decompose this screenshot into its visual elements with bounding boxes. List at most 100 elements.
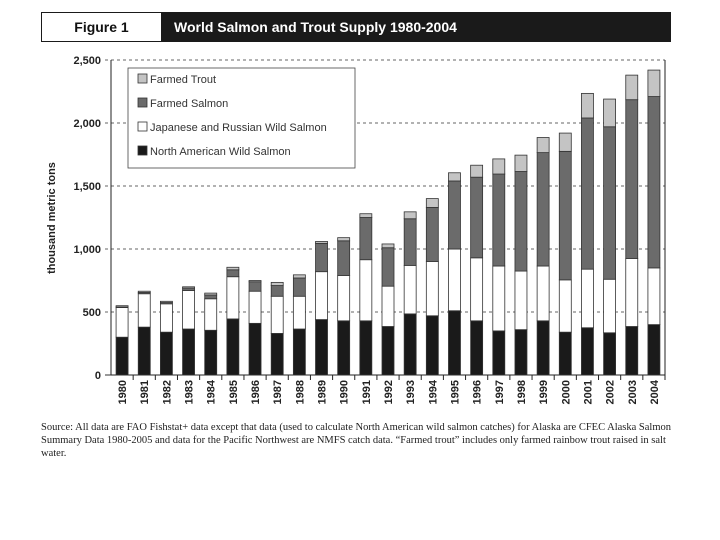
legend-box [127, 67, 356, 169]
legend-swatch [137, 73, 148, 84]
bar-segment [359, 217, 373, 261]
y-tick-label: 2,000 [73, 118, 101, 130]
bar-segment [226, 276, 240, 320]
bar-segment [270, 295, 284, 334]
bar-segment [159, 300, 173, 303]
bar-segment [603, 98, 616, 128]
bar-segment [403, 211, 417, 220]
bar-segment [514, 270, 528, 331]
bar-segment [625, 99, 639, 259]
stacked-bar-chart: 0 500 1,000 1,500 2,000 2,500 thousand metric … [46, 55, 666, 404]
x-tick-label: 1999 [538, 380, 550, 404]
bar-segment [558, 150, 572, 281]
bar-segment [226, 318, 240, 376]
x-tick-label: 1993 [405, 380, 417, 404]
bar-segment [159, 331, 173, 376]
bar-segment [270, 285, 284, 297]
bar-segment [226, 269, 240, 278]
bar-segment [204, 292, 218, 296]
bar-segment [359, 259, 373, 322]
x-tick-label: 1987 [272, 380, 284, 404]
x-tick-label: 1996 [472, 380, 484, 404]
bar-segment [603, 332, 616, 376]
bar-segment [536, 152, 550, 267]
legend-label: North American Wild Salmon [150, 146, 291, 158]
x-tick-label: 1997 [494, 380, 506, 404]
bar-segment [381, 285, 395, 327]
bar-segment [403, 264, 417, 315]
legend-label: Farmed Trout [150, 74, 216, 86]
x-tick-label: 1995 [449, 380, 461, 404]
bar-segment [337, 237, 351, 242]
bar-segment [270, 281, 284, 286]
y-tick-label: 2,500 [73, 55, 101, 67]
y-tick-label: 500 [83, 307, 101, 319]
bar-segment [603, 126, 616, 280]
bar-segment [536, 320, 550, 376]
bar-segment [425, 315, 439, 376]
bar-segment [248, 281, 262, 292]
bar-segment [425, 207, 439, 262]
bar-segment [470, 164, 484, 178]
bar-segment [292, 328, 306, 376]
bar-segment [647, 69, 661, 97]
x-tick-label: 1986 [250, 380, 262, 404]
bar-segment [581, 92, 594, 119]
bar-segment [581, 117, 594, 270]
source-note: Source: All data are FAO Fishstat+ data … [41, 422, 672, 459]
legend-swatch [137, 145, 148, 156]
bar-segment [448, 248, 461, 312]
bar-segment [115, 305, 129, 308]
bar-segment [182, 286, 195, 289]
x-tick-label: 1990 [339, 380, 351, 404]
x-tick-label: 2004 [649, 379, 661, 404]
bar-segment [581, 327, 594, 376]
bar-segment [558, 132, 572, 152]
bar-segment [337, 240, 351, 276]
bar-segment [359, 213, 373, 218]
bar-segment [536, 265, 550, 322]
bar-segment [470, 176, 484, 259]
x-tick-label: 1989 [317, 380, 329, 404]
bar-segment [448, 180, 461, 250]
x-tick-label: 1981 [139, 380, 151, 404]
bar-segment [204, 298, 218, 331]
bar-segment [492, 330, 506, 376]
bar-segment [514, 329, 528, 376]
x-tick-label: 1991 [361, 380, 373, 404]
bar-segment [292, 274, 306, 279]
bar-segment [403, 313, 417, 376]
bar-segment [448, 310, 461, 376]
bar-segment [248, 280, 262, 283]
y-tick-label: 1,500 [73, 181, 101, 193]
bar-segment [204, 294, 218, 300]
bar-segment [337, 275, 351, 322]
bar-segment [558, 279, 572, 333]
bar-segment [248, 290, 262, 324]
bar-segment [204, 329, 218, 376]
figure-header: Figure 1 World Salmon and Trout Supply 1… [41, 12, 671, 42]
figure-title: World Salmon and Trout Supply 1980-2004 [174, 19, 457, 35]
bar-segment [514, 171, 528, 272]
bar-segment [625, 258, 639, 327]
bar-segment [448, 172, 461, 182]
bar-segment [425, 261, 439, 317]
bar-segment [115, 307, 129, 338]
bar-segment [425, 198, 439, 208]
x-tick-label: 1998 [516, 380, 528, 404]
bar-segment [182, 290, 195, 330]
bar-segment [137, 290, 151, 293]
legend-label: Japanese and Russian Wild Salmon [150, 122, 327, 134]
x-tick-label: 2000 [560, 380, 572, 404]
x-tick-label: 2003 [627, 380, 639, 404]
x-tick-label: 1994 [427, 379, 439, 404]
bar-segment [137, 326, 151, 376]
bar-segment [625, 326, 639, 376]
bar-segment [315, 271, 328, 320]
bar-segment [270, 333, 284, 376]
x-tick-label: 1983 [184, 380, 196, 404]
bar-segment [315, 241, 328, 244]
bar-segment [625, 74, 639, 101]
legend-swatch [137, 97, 148, 108]
bar-segment [603, 278, 616, 334]
